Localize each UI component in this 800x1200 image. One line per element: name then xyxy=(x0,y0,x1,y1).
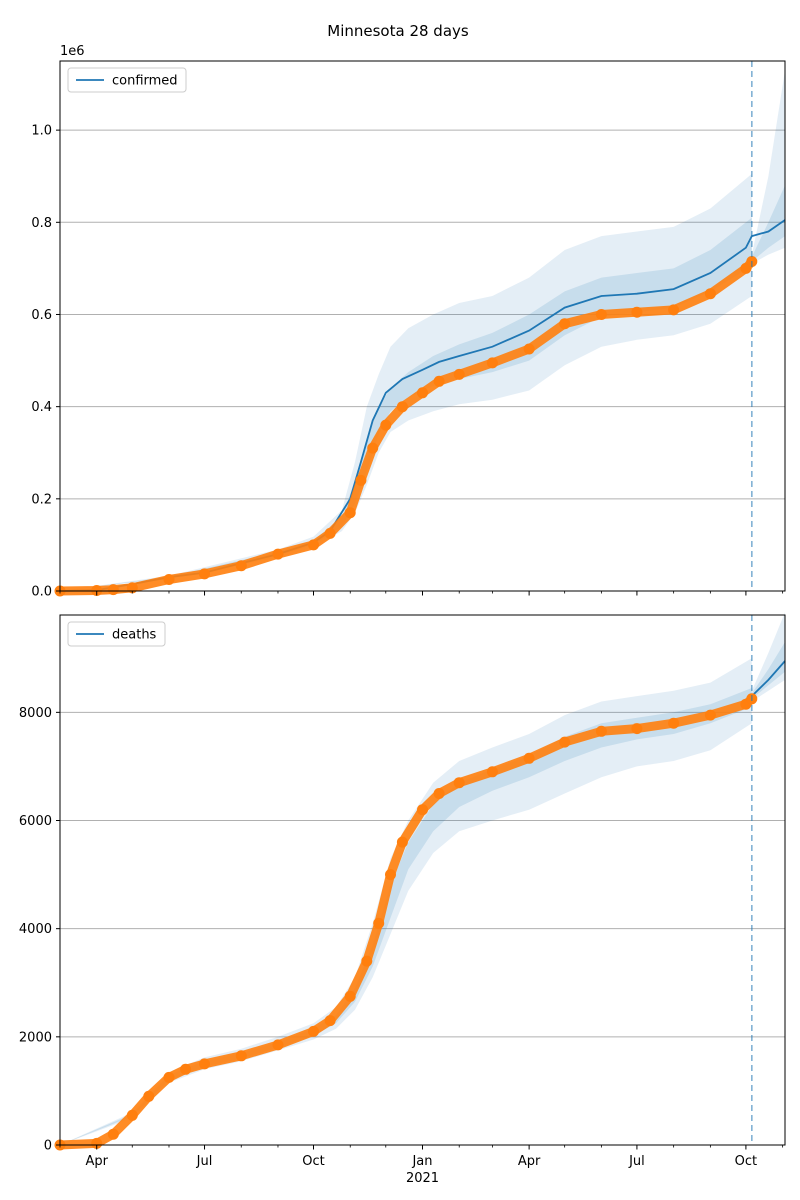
outer-uncertainty-band xyxy=(60,658,752,1145)
x-tick-label: Apr xyxy=(518,1154,541,1169)
y-tick-label: 0 xyxy=(44,1139,52,1154)
legend-box xyxy=(67,621,166,647)
observed-point xyxy=(486,766,498,778)
observed-point xyxy=(180,1063,192,1075)
observed-point xyxy=(668,304,680,316)
observed-point xyxy=(272,1039,284,1051)
observed-points-trace xyxy=(55,257,757,596)
y-tick-label: 0.4 xyxy=(31,400,52,415)
observed-point xyxy=(344,990,356,1002)
x-tick-label: Jul xyxy=(628,1154,645,1169)
legend: deaths xyxy=(67,621,166,647)
observed-point xyxy=(523,343,535,355)
observed-point xyxy=(199,568,210,580)
y-tick-label: 1.0 xyxy=(31,124,52,139)
observed-point xyxy=(355,474,367,486)
observed-point xyxy=(361,955,373,967)
observed-point xyxy=(107,584,119,596)
confirmed-panel: 0.0 0.2 0.4 0.6 0.8 1.0 1e6 confirmed xyxy=(31,44,786,600)
observed-point xyxy=(107,1128,119,1140)
y-tick-label: 0.6 xyxy=(31,308,52,323)
observed-point xyxy=(631,306,643,318)
y-offset-text: 1e6 xyxy=(60,44,85,59)
observed-point xyxy=(417,387,428,399)
observed-point xyxy=(308,539,319,551)
observed-point xyxy=(367,442,379,454)
observed-point xyxy=(559,318,571,330)
observed-point xyxy=(433,375,445,387)
forecast-inner-band xyxy=(751,642,785,699)
observed-point xyxy=(324,1015,336,1027)
legend-box xyxy=(67,67,187,93)
observed-point xyxy=(272,548,284,560)
x-year-label: 2021 xyxy=(406,1171,439,1186)
observed-point xyxy=(417,804,428,816)
observed-point xyxy=(704,288,716,300)
observed-point xyxy=(373,917,385,929)
observed-point xyxy=(453,368,465,380)
observed-point xyxy=(595,309,607,320)
observed-point xyxy=(486,357,498,369)
observed-point xyxy=(308,1025,319,1037)
observed-point xyxy=(396,836,408,848)
legend-label: confirmed xyxy=(112,74,178,89)
observed-point xyxy=(344,507,356,519)
legend-label: deaths xyxy=(112,628,157,643)
outer-uncertainty-band xyxy=(60,173,752,591)
y-tick-label: 6000 xyxy=(19,814,52,829)
y-tick-label: 4000 xyxy=(19,922,52,937)
forecast-inner-band xyxy=(751,185,785,262)
forecast-outer-band xyxy=(751,70,785,264)
observed-point xyxy=(668,717,680,729)
deaths-panel: 0 2000 4000 6000 8000 Apr Jul Oct Jan Apr Jul Oct 20… xyxy=(19,612,786,1186)
model-line xyxy=(751,660,786,697)
observed-point xyxy=(199,1058,210,1070)
observed-point xyxy=(235,1050,247,1062)
observed-point xyxy=(559,736,571,748)
x-tick-label: Jul xyxy=(196,1154,213,1169)
observed-point xyxy=(143,1090,155,1102)
observed-point xyxy=(163,574,175,585)
observed-point xyxy=(523,752,535,764)
observed-point xyxy=(433,788,445,799)
observed-point xyxy=(324,527,336,539)
observed-point xyxy=(453,777,465,789)
y-tick-label: 0.0 xyxy=(31,585,52,600)
legend: confirmed xyxy=(67,67,187,93)
observed-point xyxy=(385,869,396,881)
y-tick-label: 0.2 xyxy=(31,492,52,507)
observed-point xyxy=(126,1109,138,1121)
y-tick-label: 8000 xyxy=(19,706,52,721)
y-tick-label: 0.8 xyxy=(31,216,52,231)
observed-point xyxy=(235,560,247,572)
observed-point xyxy=(380,419,392,431)
x-tick-label: Jan xyxy=(411,1154,432,1169)
figure-title: Minnesota 28 days xyxy=(327,22,469,40)
observed-point xyxy=(396,401,408,413)
observed-point xyxy=(91,1137,103,1149)
observed-point xyxy=(595,725,607,737)
inner-uncertainty-band xyxy=(60,217,752,591)
observed-point xyxy=(631,723,643,735)
x-tick-label: Oct xyxy=(735,1154,757,1169)
x-tick-label: Apr xyxy=(85,1154,108,1169)
forecast-outer-band xyxy=(751,612,785,702)
x-tick-label: Oct xyxy=(302,1154,324,1169)
observed-point xyxy=(163,1071,175,1083)
y-tick-label: 2000 xyxy=(19,1030,52,1045)
observed-point xyxy=(704,709,716,721)
